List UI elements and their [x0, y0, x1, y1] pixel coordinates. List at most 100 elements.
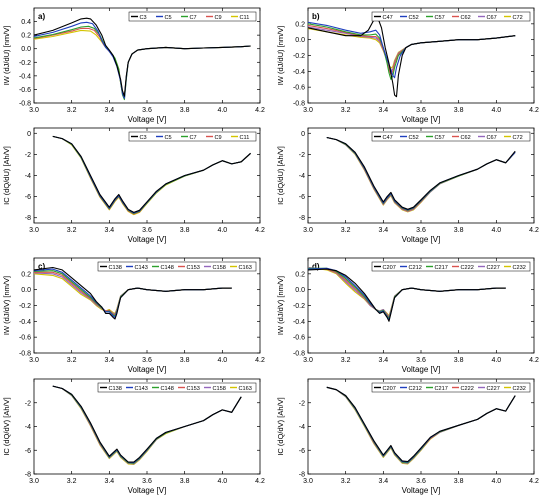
legend: C207 C212 C217 C222 C227 C232 — [371, 261, 531, 272]
legend-entry: C153 — [187, 386, 200, 392]
legend-entry: C138 — [109, 386, 122, 392]
legend-entry: C227 — [487, 265, 500, 271]
y-tick-label: -2 — [299, 400, 305, 407]
x-tick-label: 3.6 — [416, 357, 426, 364]
series-line-C9 — [34, 27, 251, 99]
y-tick-label: -4 — [25, 173, 31, 180]
x-tick-label: 3.8 — [180, 357, 190, 364]
x-tick-label: 3.0 — [303, 227, 313, 234]
x-tick-label: 3.8 — [454, 357, 464, 364]
y-tick-label: -8 — [299, 215, 305, 222]
legend-entry: C232 — [513, 265, 526, 271]
y-tick-label: -0.8 — [19, 351, 31, 358]
legend-entry: C11 — [240, 135, 250, 141]
legend: C138 C143 C148 C153 C158 C163 — [97, 261, 257, 272]
y-tick-label: -0.2 — [293, 303, 305, 310]
x-tick-label: 3.8 — [454, 107, 464, 114]
x-tick-label: 4.2 — [255, 357, 265, 364]
series-line-C227 — [326, 386, 516, 464]
series-group — [52, 385, 242, 466]
x-tick-label: 3.0 — [303, 107, 313, 114]
y-tick-label: -6 — [299, 448, 305, 455]
y-tick-label: -0.6 — [19, 87, 31, 94]
legend-entry: C3 — [140, 15, 147, 21]
x-axis-label: Voltage [V] — [128, 115, 167, 124]
x-tick-label: 3.2 — [67, 478, 77, 485]
legend-entry: C212 — [409, 265, 422, 271]
legend-box — [371, 11, 531, 22]
chart-panel-b-ic: 3.0 3.2 3.4 3.6 3.8 4.0 4.2 -8 -6 -4 -2 0 Voltage [V… — [276, 127, 539, 244]
y-tick-label: -6 — [299, 194, 305, 201]
series-line-C207 — [326, 386, 516, 463]
y-tick-label: -4 — [25, 424, 31, 431]
legend-entry: C62 — [461, 135, 471, 141]
legend-entry: C222 — [461, 386, 474, 392]
legend-entry: C9 — [215, 15, 222, 21]
legend-entry: C52 — [409, 15, 419, 21]
legend-entry: C7 — [190, 15, 197, 21]
y-axis-label: IW (dJ/dU) [nm/V] — [2, 26, 11, 86]
y-axis-label: IW (dJ/dV) [nm/V] — [276, 276, 285, 335]
y-tick-label: 0 — [27, 131, 31, 138]
legend-entry: C217 — [435, 265, 448, 271]
x-tick-label: 3.8 — [454, 478, 464, 485]
series-line-C163 — [34, 273, 232, 314]
x-tick-label: 4.0 — [217, 227, 227, 234]
x-tick-label: 4.0 — [217, 478, 227, 485]
x-tick-label: 4.2 — [529, 227, 539, 234]
x-tick-label: 4.2 — [529, 107, 539, 114]
y-tick-label: 0.4 — [21, 19, 31, 26]
legend: C47 C52 C57 C62 C67 C72 — [371, 131, 531, 142]
series-line-C3 — [52, 135, 251, 213]
x-tick-label: 3.6 — [142, 107, 152, 114]
legend-box — [371, 382, 531, 393]
legend-entry: C163 — [239, 265, 252, 271]
legend-entry: C217 — [435, 386, 448, 392]
chart-panel-a-ic: 3.0 3.2 3.4 3.6 3.8 4.0 4.2 -8 -6 -4 -2 0 Voltage [V… — [2, 127, 265, 244]
x-tick-label: 3.0 — [29, 478, 39, 485]
legend-box — [371, 131, 531, 142]
x-tick-label: 4.0 — [491, 227, 501, 234]
series-group — [308, 266, 506, 322]
legend: C138 C143 C148 C153 C158 C163 — [97, 382, 257, 393]
legend-box — [97, 382, 257, 393]
y-tick-label: -0.6 — [19, 335, 31, 342]
x-axis-label: Voltage [V] — [402, 115, 441, 124]
y-tick-label: -0.2 — [293, 53, 305, 60]
y-tick-label: -0.8 — [19, 101, 31, 108]
x-tick-label: 3.6 — [416, 107, 426, 114]
x-tick-label: 4.0 — [217, 107, 227, 114]
x-tick-label: 3.4 — [104, 478, 114, 485]
x-tick-label: 3.0 — [29, 107, 39, 114]
y-tick-label: -0.4 — [293, 319, 305, 326]
legend: C3 C5 C7 C9 C11 — [128, 11, 257, 22]
chart-panel-c-iw: 3.0 3.2 3.4 3.6 3.8 4.0 4.2 -0.8 -0.6 -0.4 -0.2 0.0… — [2, 257, 265, 374]
y-tick-label: 0 — [301, 131, 305, 138]
chart-panel-d-ic: 3.0 3.2 3.4 3.6 3.8 4.0 4.2 -8 -6 -4 -2 Voltage [V]… — [276, 378, 539, 495]
y-axis-label: IC (dQ/dV) [Ah/V] — [2, 397, 11, 455]
y-tick-label: -0.6 — [293, 335, 305, 342]
x-tick-label: 3.0 — [303, 478, 313, 485]
y-tick-label: 0.0 — [295, 287, 305, 294]
y-tick-label: -2 — [25, 400, 31, 407]
series-line-C11 — [34, 29, 251, 97]
chart-panel-c-ic: 3.0 3.2 3.4 3.6 3.8 4.0 4.2 -8 -6 -4 -2 Voltage [V]… — [2, 378, 265, 495]
y-tick-label: -6 — [25, 448, 31, 455]
series-line-C212 — [308, 267, 506, 321]
series-group — [52, 135, 251, 216]
legend-entry: C143 — [135, 265, 148, 271]
legend: C207 C212 C217 C222 C227 C232 — [371, 382, 531, 393]
y-axis-label: IW (dJ/dV) [nm/V] — [2, 276, 11, 335]
y-tick-label: -2 — [25, 152, 31, 159]
legend-box — [128, 11, 257, 22]
legend-entry: C3 — [140, 135, 147, 141]
legend-box — [371, 261, 531, 272]
x-tick-label: 3.4 — [104, 107, 114, 114]
legend-entry: C212 — [409, 386, 422, 392]
x-tick-label: 3.8 — [454, 227, 464, 234]
x-axis-label: Voltage [V] — [128, 486, 167, 495]
series-line-C217 — [326, 386, 516, 464]
legend-entry: C7 — [190, 135, 197, 141]
series-line-C148 — [34, 270, 232, 317]
